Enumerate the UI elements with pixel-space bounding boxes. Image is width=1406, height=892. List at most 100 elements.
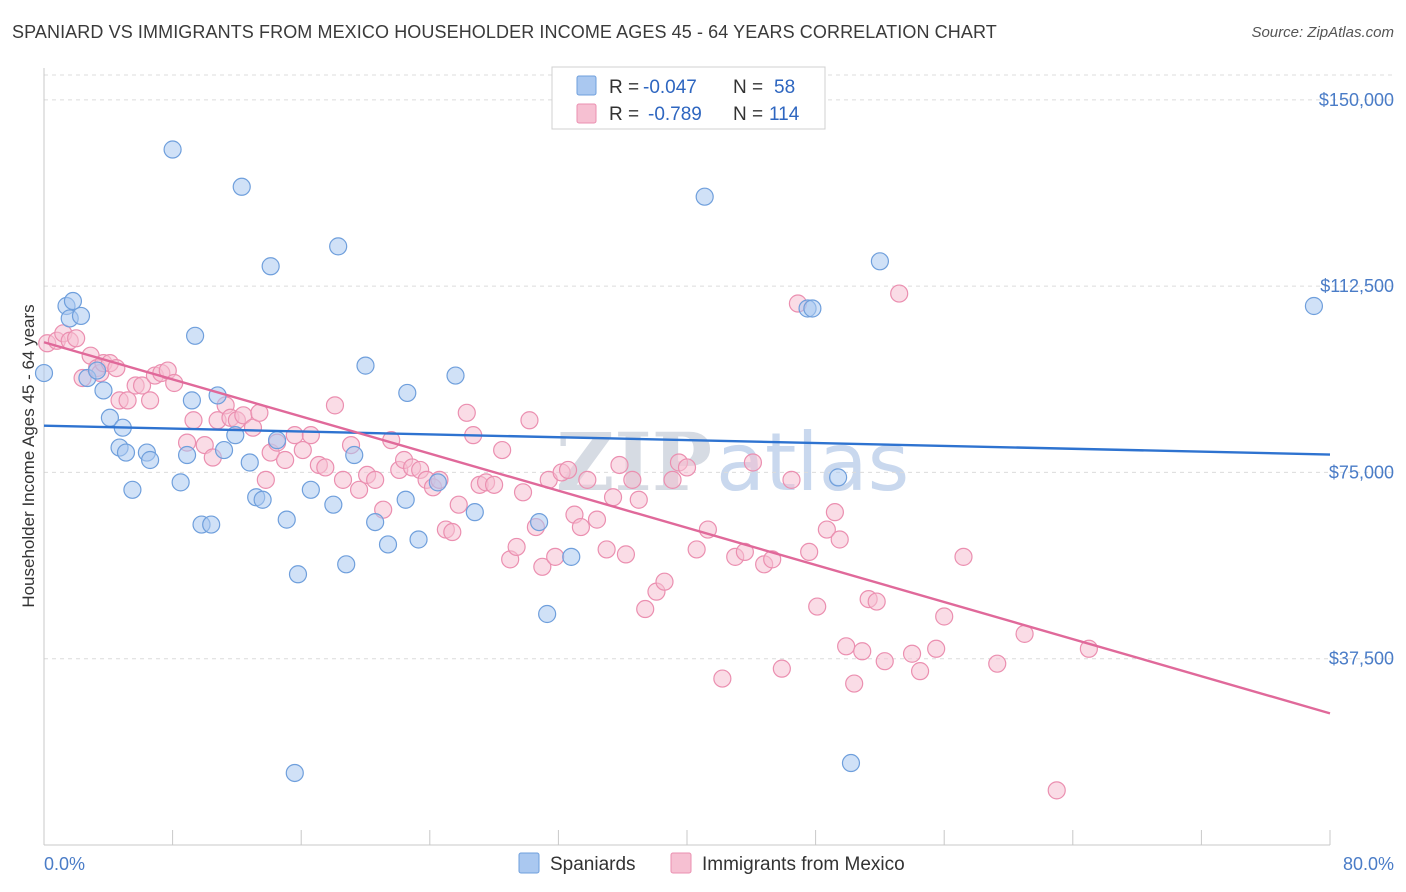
legend-n-value-spaniards: 58	[774, 77, 795, 98]
point-spaniards	[803, 299, 822, 318]
point-immigrants-from-mexico	[578, 470, 597, 489]
point-immigrants-from-mexico	[782, 470, 801, 489]
point-spaniards	[177, 445, 197, 465]
point-immigrants-from-mexico	[988, 654, 1007, 673]
point-spaniards	[63, 291, 83, 311]
point-spaniards	[87, 361, 107, 380]
point-immigrants-from-mexico	[276, 450, 295, 470]
point-spaniards	[171, 473, 190, 492]
point-spaniards	[356, 356, 375, 375]
point-immigrants-from-mexico	[825, 503, 844, 522]
point-immigrants-from-mexico	[927, 639, 946, 658]
point-immigrants-from-mexico	[610, 455, 629, 475]
point-immigrants-from-mexico	[513, 483, 533, 502]
point-immigrants-from-mexico	[687, 540, 706, 559]
legend-n-label-spaniards: N =	[733, 77, 763, 98]
point-immigrants-from-mexico	[132, 376, 152, 395]
point-immigrants-from-mexico	[713, 669, 732, 688]
point-spaniards	[446, 366, 465, 385]
point-spaniards	[116, 443, 136, 462]
point-spaniards	[202, 515, 221, 534]
point-spaniards	[253, 490, 272, 509]
point-immigrants-from-mexico	[800, 542, 819, 562]
point-immigrants-from-mexico	[449, 495, 468, 514]
point-immigrants-from-mexico	[867, 592, 886, 611]
series-immigrants-from-mexico	[38, 284, 1098, 800]
point-spaniards	[301, 480, 320, 499]
point-immigrants-from-mexico	[954, 547, 973, 566]
point-spaniards	[538, 604, 557, 624]
point-immigrants-from-mexico	[140, 391, 160, 410]
point-spaniards	[186, 326, 205, 345]
legend-n-value-mexico: 114	[769, 104, 800, 125]
trend-line-immigrants-from-mexico	[43, 341, 1331, 715]
point-immigrants-from-mexico	[655, 572, 674, 591]
chart-title: SPANIARD VS IMMIGRANTS FROM MEXICO HOUSE…	[12, 22, 997, 42]
point-immigrants-from-mexico	[743, 453, 763, 472]
point-immigrants-from-mexico	[910, 662, 930, 681]
point-immigrants-from-mexico	[533, 557, 552, 576]
point-spaniards	[428, 473, 447, 492]
point-spaniards	[562, 547, 581, 566]
point-spaniards	[288, 565, 308, 584]
point-spaniards	[366, 512, 385, 532]
bottom-legend-swatch-mexico	[670, 852, 692, 874]
bottom-legend-label-mexico: Immigrants from Mexico	[702, 854, 905, 875]
y-tick-label: $150,000	[1319, 90, 1394, 110]
point-spaniards	[123, 480, 142, 499]
point-immigrants-from-mexico	[443, 522, 462, 542]
point-immigrants-from-mexico	[636, 599, 655, 619]
point-immigrants-from-mexico	[366, 470, 385, 489]
point-immigrants-from-mexico	[629, 490, 648, 509]
y-axis-title: Householder Income Ages 45 - 64 years	[19, 304, 38, 607]
point-immigrants-from-mexico	[616, 545, 636, 564]
x-tick-label-max: 80.0%	[1343, 854, 1394, 874]
point-spaniards	[261, 257, 280, 276]
point-spaniards	[163, 140, 182, 159]
point-spaniards	[71, 306, 91, 326]
x-tick-label-min: 0.0%	[44, 854, 85, 874]
legend-swatch-spaniards	[576, 75, 597, 96]
point-spaniards	[829, 468, 848, 487]
legend-r-value-spaniards: -0.047	[643, 77, 697, 98]
point-immigrants-from-mexico	[571, 517, 591, 537]
y-tick-label: $37,500	[1329, 649, 1394, 669]
legend-r-label-spaniards: R =	[609, 77, 639, 98]
point-spaniards	[378, 535, 398, 554]
point-immigrants-from-mexico	[603, 488, 623, 507]
point-immigrants-from-mexico	[493, 440, 512, 460]
point-immigrants-from-mexico	[890, 284, 909, 303]
point-spaniards	[240, 453, 259, 472]
bottom-legend: Spaniards Immigrants from Mexico	[518, 852, 905, 875]
point-immigrants-from-mexico	[853, 642, 872, 661]
point-spaniards	[1304, 296, 1324, 316]
point-immigrants-from-mexico	[520, 411, 539, 430]
legend-r-value-mexico: -0.789	[648, 104, 702, 125]
point-immigrants-from-mexico	[763, 550, 782, 569]
point-immigrants-from-mexico	[349, 480, 369, 499]
axes	[43, 68, 1331, 846]
point-immigrants-from-mexico	[830, 530, 849, 549]
point-immigrants-from-mexico	[457, 403, 476, 422]
point-immigrants-from-mexico	[902, 644, 922, 663]
point-spaniards	[337, 555, 356, 574]
point-spaniards	[409, 530, 428, 549]
y-tick-labels: $37,500 $75,000 $112,500 $150,000	[1319, 90, 1394, 669]
point-immigrants-from-mexico	[333, 470, 353, 489]
point-immigrants-from-mexico	[817, 520, 836, 539]
bottom-legend-swatch-spaniards	[518, 852, 540, 874]
point-immigrants-from-mexico	[325, 396, 345, 415]
point-spaniards	[465, 503, 484, 522]
point-immigrants-from-mexico	[546, 547, 565, 566]
point-immigrants-from-mexico	[837, 637, 856, 656]
bottom-legend-label-spaniards: Spaniards	[550, 854, 636, 875]
point-spaniards	[214, 440, 234, 460]
chart-source: Source: ZipAtlas.com	[1251, 24, 1394, 41]
point-spaniards	[34, 363, 54, 383]
trend-line-spaniards	[43, 424, 1331, 456]
point-spaniards	[140, 450, 160, 470]
point-immigrants-from-mexico	[285, 426, 304, 445]
legend-n-label-mexico: N =	[733, 104, 763, 125]
grid	[44, 74, 1395, 660]
